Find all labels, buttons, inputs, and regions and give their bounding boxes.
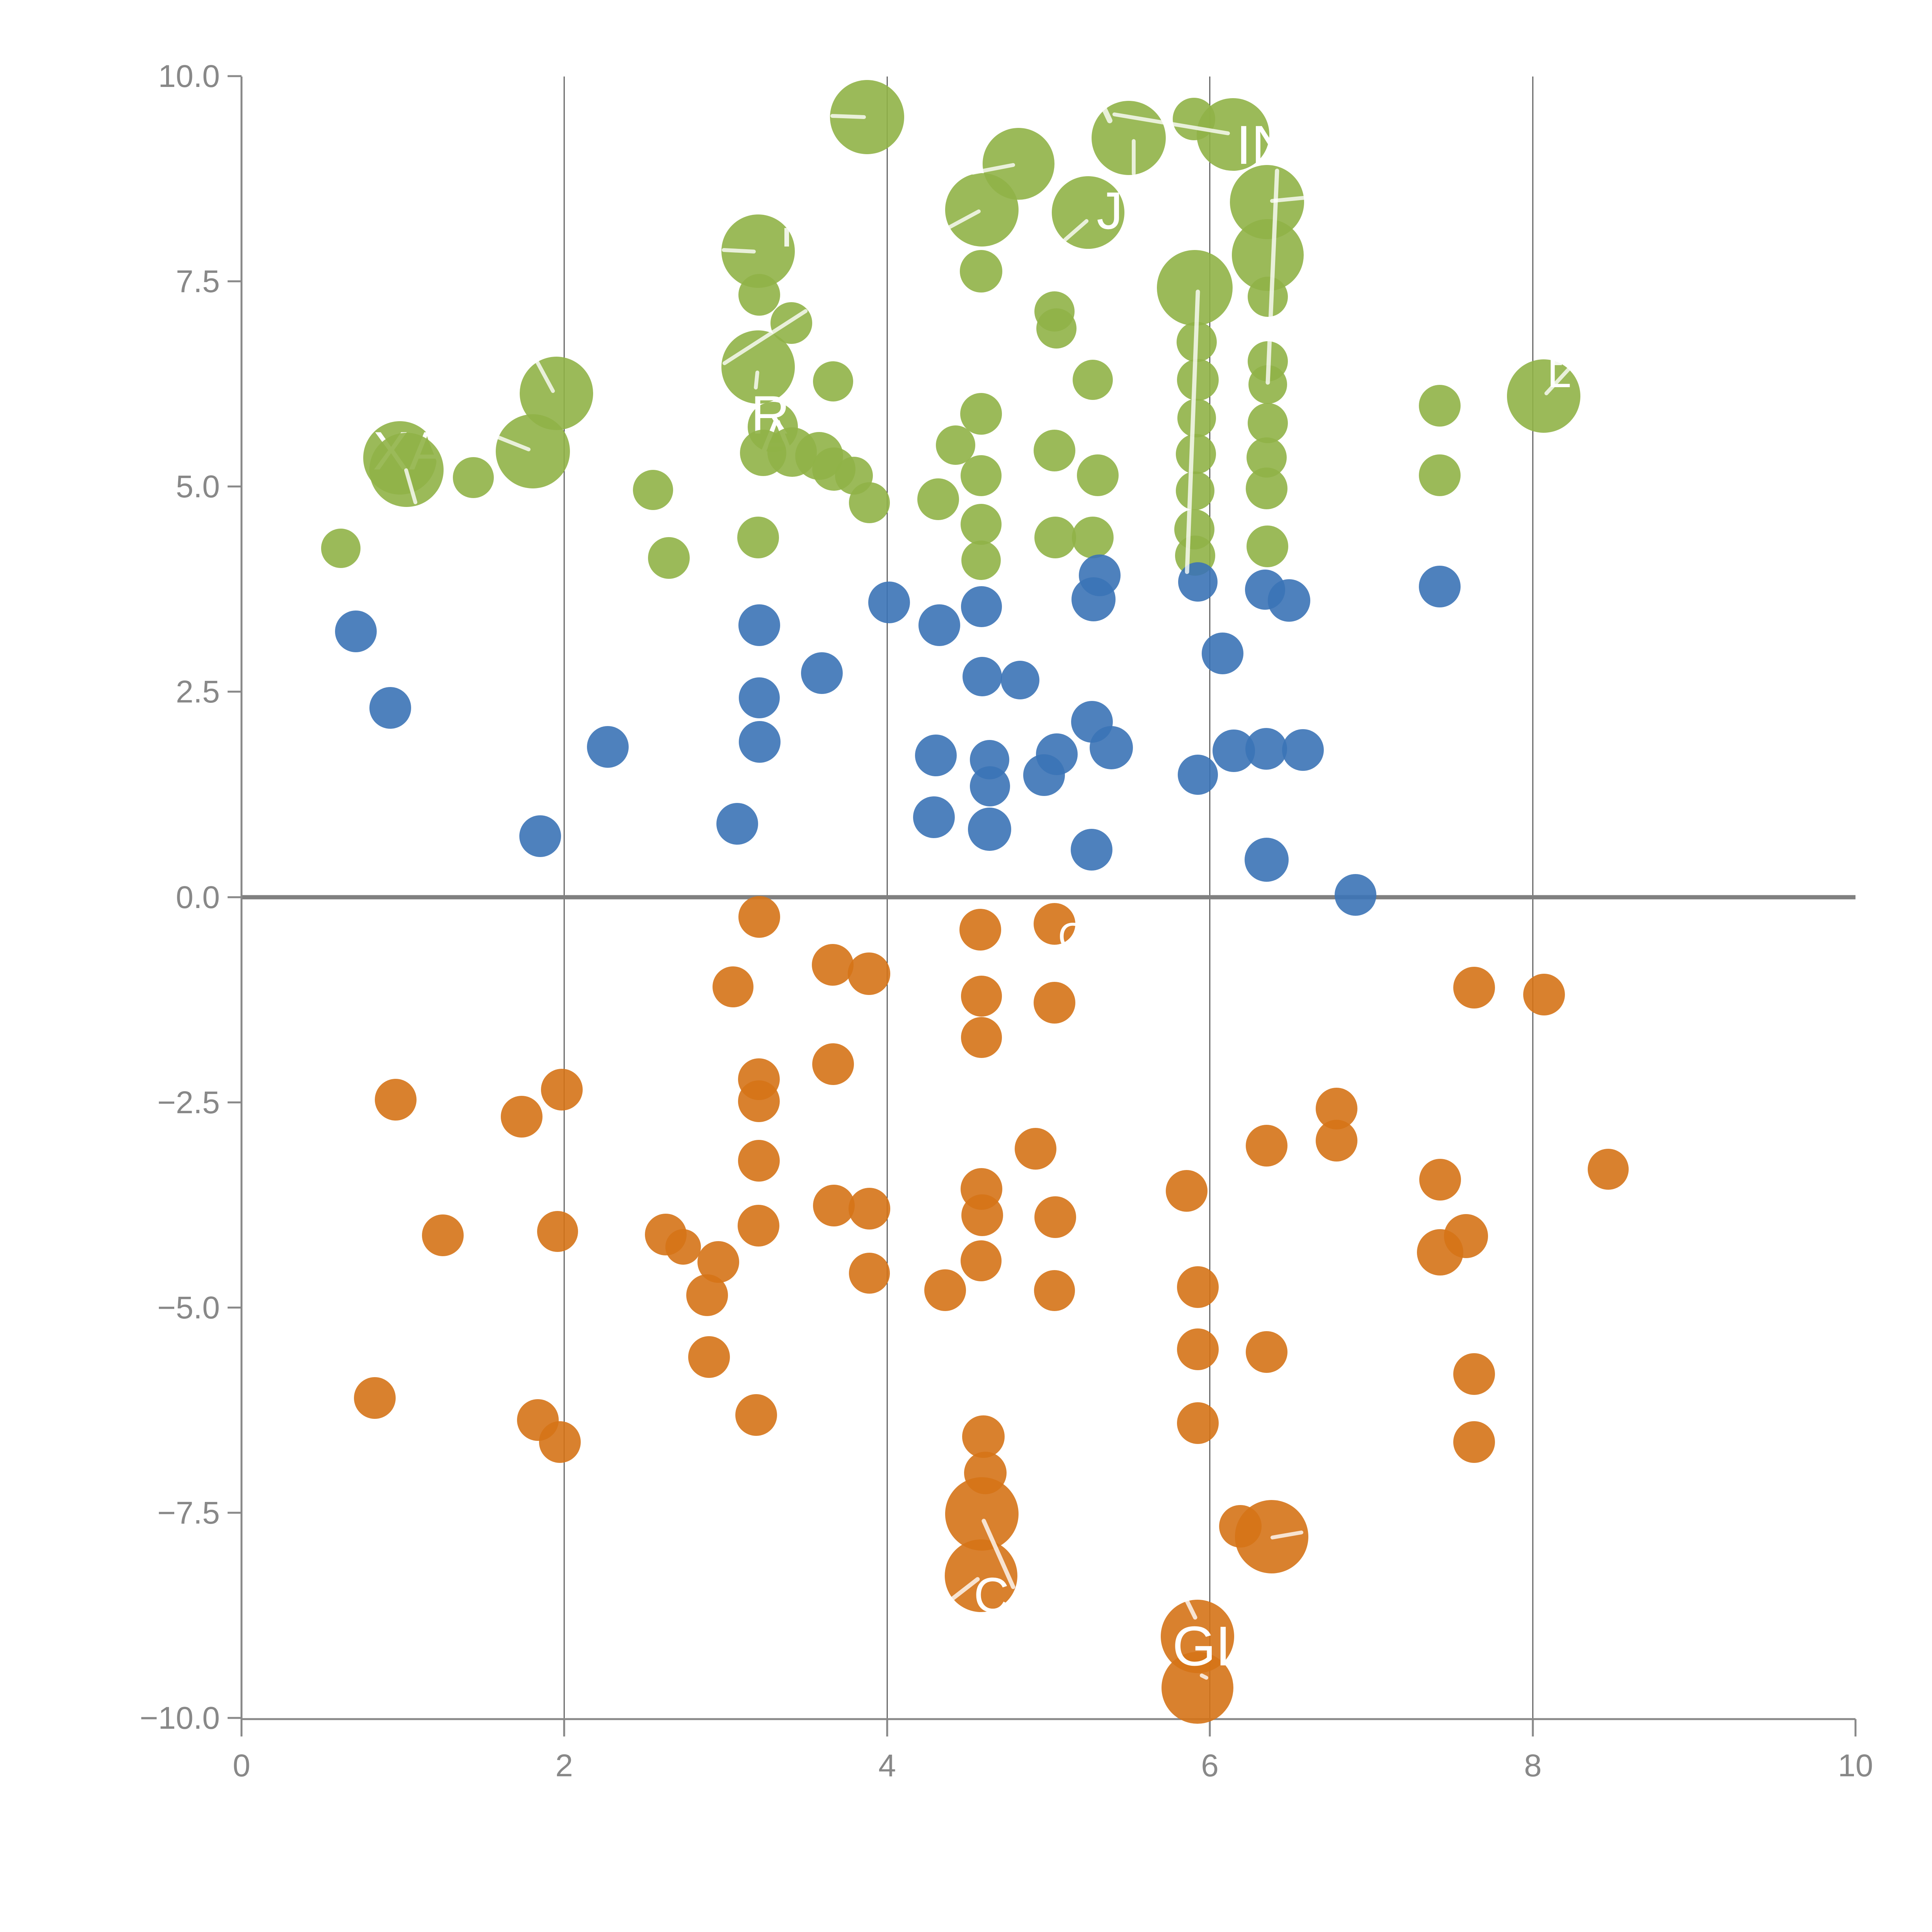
svg-text:10.0: 10.0 bbox=[158, 59, 220, 94]
svg-text:10: 10 bbox=[1838, 1748, 1873, 1783]
svg-text:2.5: 2.5 bbox=[176, 674, 220, 709]
svg-text:−10.0: −10.0 bbox=[140, 1701, 220, 1736]
svg-text:7.5: 7.5 bbox=[176, 264, 220, 299]
svg-text:−5.0: −5.0 bbox=[157, 1290, 220, 1325]
svg-text:0.0: 0.0 bbox=[176, 880, 220, 915]
svg-text:0: 0 bbox=[233, 1748, 250, 1783]
svg-text:2: 2 bbox=[555, 1748, 573, 1783]
svg-text:6: 6 bbox=[1201, 1748, 1219, 1783]
svg-text:8: 8 bbox=[1524, 1748, 1542, 1783]
svg-text:JO: JO bbox=[1097, 181, 1164, 240]
svg-text:GL: GL bbox=[1172, 1615, 1247, 1677]
svg-text:5.0: 5.0 bbox=[176, 469, 220, 504]
svg-text:C: C bbox=[1058, 915, 1086, 958]
svg-text:C: C bbox=[974, 1568, 1009, 1622]
svg-text:4: 4 bbox=[878, 1748, 896, 1783]
svg-text:IN: IN bbox=[1236, 114, 1291, 176]
svg-text:−7.5: −7.5 bbox=[157, 1495, 220, 1531]
svg-text:−2.5: −2.5 bbox=[157, 1085, 220, 1120]
